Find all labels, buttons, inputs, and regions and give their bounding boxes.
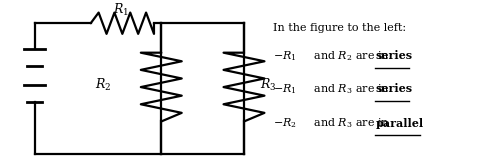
Text: In the figure to the left:: In the figure to the left: — [273, 23, 407, 33]
Text: series: series — [375, 50, 412, 61]
Text: $-R_{2}$: $-R_{2}$ — [273, 116, 297, 130]
Text: parallel: parallel — [375, 118, 424, 129]
Text: $R_3$: $R_3$ — [260, 77, 277, 93]
Text: series: series — [375, 83, 412, 94]
Text: $R_1$: $R_1$ — [113, 2, 129, 18]
Text: $R_2$: $R_2$ — [95, 77, 111, 93]
Text: $-R_{1}$: $-R_{1}$ — [273, 49, 297, 63]
Text: $\ \mathrm{and}\ R_{3}\ \mathrm{are\ in}\ $: $\ \mathrm{and}\ R_{3}\ \mathrm{are\ in}… — [310, 82, 389, 96]
Text: $\ \mathrm{and}\ R_{3}\ \mathrm{are\ in}\ $: $\ \mathrm{and}\ R_{3}\ \mathrm{are\ in}… — [310, 116, 389, 130]
Text: $-R_{1}$: $-R_{1}$ — [273, 82, 297, 96]
Text: $\ \mathrm{and}\ R_{2}\ \mathrm{are\ in}\ $: $\ \mathrm{and}\ R_{2}\ \mathrm{are\ in}… — [310, 49, 389, 63]
